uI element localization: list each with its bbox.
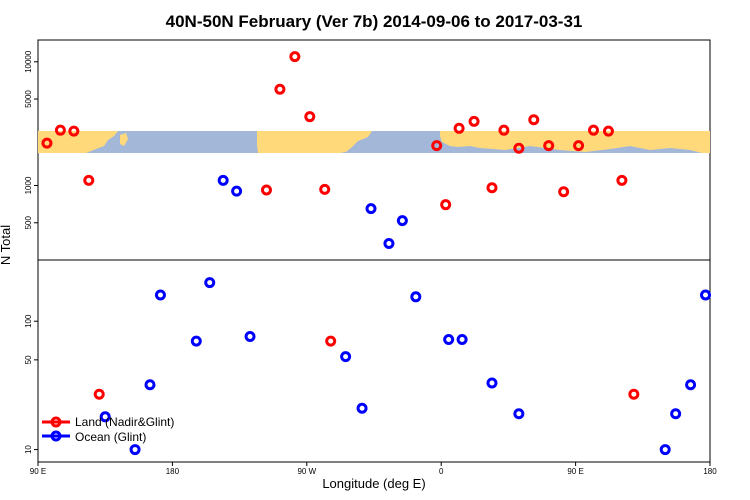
ocean-point <box>129 444 141 456</box>
y-tick-label: 5000 <box>24 90 33 108</box>
y-axis-label: N Total <box>0 225 13 265</box>
ocean-point <box>365 203 377 215</box>
land-point <box>588 124 600 136</box>
land-point <box>68 125 80 137</box>
legend-ocean-label: Ocean (Glint) <box>75 430 146 444</box>
ocean-point <box>231 185 243 197</box>
land-point <box>543 140 555 152</box>
x-axis-label: Longitude (deg E) <box>322 476 425 491</box>
y-tick-label: 1000 <box>24 176 33 194</box>
ocean-point <box>204 277 216 289</box>
ocean-point <box>670 408 682 420</box>
land-point <box>486 182 498 194</box>
y-tick-label: 100 <box>24 314 33 328</box>
ocean-point <box>383 237 395 249</box>
ocean-point <box>244 331 256 343</box>
ocean-point <box>144 379 156 391</box>
x-tick-label: 90 W <box>297 467 316 476</box>
ocean-point <box>486 377 498 389</box>
legend-land-marker <box>50 416 62 428</box>
y-axis-lower: 10 50 100 <box>24 314 38 454</box>
land-point <box>573 140 585 152</box>
y-tick-label: 50 <box>24 355 33 364</box>
x-tick-label: 0 <box>439 467 444 476</box>
land-point <box>513 142 525 154</box>
land-point <box>289 51 301 63</box>
land-point <box>468 115 480 127</box>
ocean-point <box>396 215 408 227</box>
x-axis: 90 E 180 90 W 0 90 E 180 <box>30 462 717 476</box>
land-point <box>498 124 510 136</box>
land-point <box>325 335 337 347</box>
land-point <box>93 388 105 400</box>
legend-ocean-marker <box>50 430 62 442</box>
ocean-point <box>700 289 712 301</box>
land-point <box>319 183 331 195</box>
ocean-point <box>456 334 468 346</box>
x-tick-label: 90 E <box>30 467 46 476</box>
ocean-point <box>685 379 697 391</box>
land-point <box>628 388 640 400</box>
y-tick-label: 500 <box>24 216 33 230</box>
chart-title: 40N-50N February (Ver 7b) 2014-09-06 to … <box>166 12 583 31</box>
legend-land-label: Land (Nadir&Glint) <box>75 415 174 429</box>
y-tick-label: 10 <box>24 445 33 454</box>
ocean-point <box>99 411 111 423</box>
plot-frame <box>37 39 711 463</box>
land-point <box>274 83 286 95</box>
land-point <box>616 174 628 186</box>
x-tick-label: 90 E <box>567 467 583 476</box>
map-land-asia <box>38 131 118 153</box>
ocean-point <box>340 351 352 363</box>
land-point <box>602 125 614 137</box>
ocean-point <box>217 174 229 186</box>
land-point <box>83 174 95 186</box>
ocean-point <box>513 408 525 420</box>
map-land-north-america <box>257 131 372 153</box>
x-tick-label: 180 <box>703 467 717 476</box>
land-point <box>304 111 316 123</box>
ocean-point <box>154 289 166 301</box>
land-point <box>453 122 465 134</box>
land-point <box>528 114 540 126</box>
ocean-point <box>659 444 671 456</box>
ocean-point <box>443 334 455 346</box>
ocean-point <box>356 402 368 414</box>
ocean-point <box>410 291 422 303</box>
x-tick-label: 180 <box>166 467 180 476</box>
land-point <box>558 186 570 198</box>
y-tick-label: 10000 <box>24 50 33 73</box>
land-point <box>260 184 272 196</box>
data-points <box>41 51 712 456</box>
land-point <box>440 199 452 211</box>
land-point <box>54 124 66 136</box>
land-point <box>41 137 53 149</box>
land-point <box>431 140 443 152</box>
map-land-japan <box>120 133 128 146</box>
legend: Land (Nadir&Glint) Ocean (Glint) <box>42 415 174 444</box>
ocean-point <box>190 335 202 347</box>
y-axis-upper: 500 1000 5000 10000 <box>24 50 38 229</box>
